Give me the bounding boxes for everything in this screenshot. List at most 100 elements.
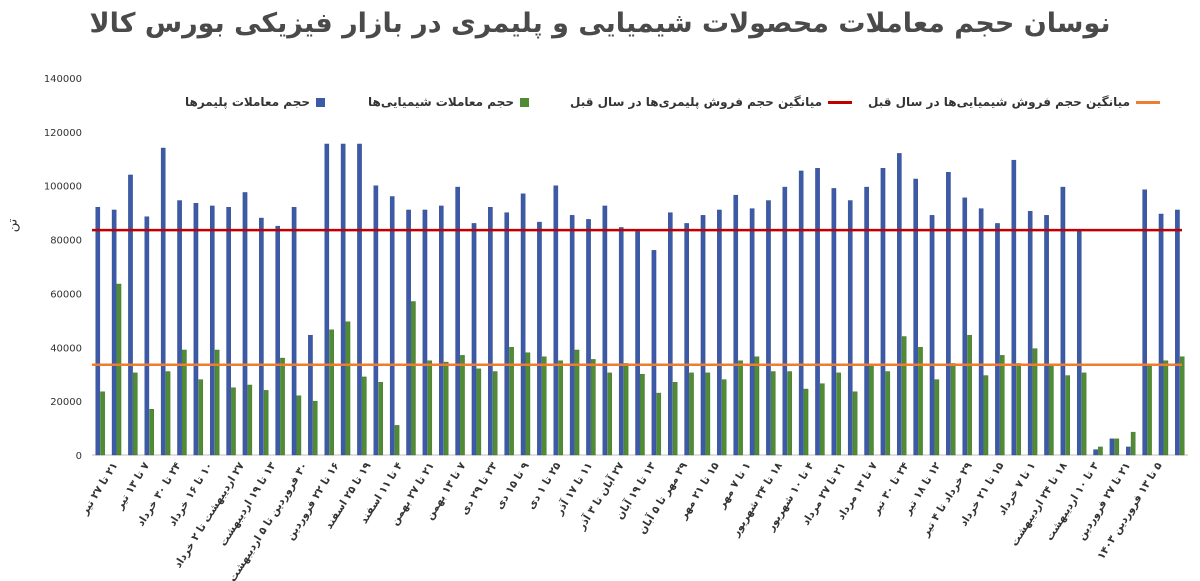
bar-chemical [312,400,318,456]
bar-chemical [574,349,580,456]
bar-chemical [836,372,841,456]
bar-polymer [913,178,918,456]
bar-polymer [978,208,984,456]
bar-polymer [553,185,559,456]
bar-polymer [111,209,117,456]
bar-chemical [558,360,563,456]
y-tick-label: 120000 [44,128,82,139]
bar-chemical [852,391,858,456]
bar-chemical [263,390,269,456]
bar-polymer [144,216,150,456]
y-tick-label: 100000 [44,182,82,193]
y-tick-label: 80000 [50,236,82,247]
bar-polymer [1093,449,1098,456]
bar-chemical [198,379,204,456]
x-tick-label: ۱۸ تا ۲۴ اردیبهشت [1008,460,1070,549]
bar-polymer [324,143,330,456]
bar-chemical [231,387,236,456]
bar-chemical [1016,363,1021,456]
bar-chemical [967,334,972,456]
bar-chemical [999,355,1005,456]
bar-chemical [149,409,154,456]
bar-polymer [602,205,608,456]
bar-chemical [738,360,743,456]
bar-polymer [717,209,722,456]
bar-polymer [782,186,788,456]
bar-polymer [209,205,215,456]
bar-chemical [754,356,760,456]
bar-chemical [1130,431,1136,456]
bar-polymer [815,168,820,456]
bar-polymer [962,197,968,456]
bar-chemical [1163,360,1169,456]
bar-chemical [247,384,253,456]
y-tick-label: 0 [76,451,82,462]
bar-chemical [770,371,776,456]
bar-chemical [525,352,531,456]
bar-chemical [689,372,694,456]
bar-chemical [1147,365,1152,456]
bar-polymer [193,203,199,456]
legend-polymer-avg-label: میانگین حجم فروش پلیمری‌ها در سال قبل [570,95,823,109]
legend-polymer-swatch [316,97,326,107]
bar-polymer [455,186,460,456]
bar-polymer [128,174,133,456]
bar-chemical [950,363,956,456]
bar-polymer [1044,215,1049,456]
bar-chemical [885,371,891,456]
bar-chemical [983,375,989,456]
bar-chemical [820,383,825,456]
bar-polymer [488,207,493,456]
bar-chemical [280,357,285,456]
bar-polymer [504,212,510,456]
legend-chemical-avg-label: میانگین حجم فروش شیمیایی‌ها در سال قبل [868,95,1131,109]
bar-polymer [1175,209,1180,456]
legend-chemical-avg-swatch [1136,100,1161,104]
bar-chemical [623,363,629,456]
x-tick-label: ۲۱ تا ۲۷ تیر [78,460,120,517]
legend-chemical-label: حجم معاملات شیمیایی‌ها [368,95,514,109]
bar-polymer [831,188,837,456]
bar-polymer [291,207,297,456]
bar-chemical [541,356,547,456]
bar-polymer [897,153,902,456]
bar-polymer [1109,438,1115,456]
bar-polymer [651,250,657,456]
legend-chemical-avg: میانگین حجم فروش شیمیایی‌ها در سال قبل [868,95,1161,109]
bar-polymer [847,200,853,456]
bar-polymer [749,208,755,456]
bar-polymer [1060,186,1066,456]
bar-polymer [242,192,248,456]
bar-polymer [864,186,869,456]
legend-chemical: حجم معاملات شیمیایی‌ها [368,95,529,109]
bar-polymer [1126,446,1131,456]
bar-polymer [798,170,804,456]
bar-chemical [100,391,105,456]
bar-polymer [733,194,739,456]
bar-chemical [116,283,122,456]
bar-polymer [1142,189,1148,456]
bar-polymer [406,209,411,456]
bar-chemical [672,382,678,456]
bar-polymer [340,143,346,456]
bar-polymer [422,209,428,456]
bar-polymer [389,196,395,456]
x-tick-label: ۵ تا ۱۳ فروردین ۱۴۰۳ [1095,460,1165,562]
bar-chemical [476,368,482,456]
bar-chemical [591,359,596,456]
bar-polymer [684,223,689,456]
bar-chemical [918,347,923,456]
bar-chemical [1114,438,1120,456]
bar-polymer [439,205,444,456]
bar-polymer [618,227,624,456]
bar-polymer [995,223,1000,456]
bar-polymer [357,143,362,456]
bar-chemical [427,360,433,456]
bar-polymer [668,212,673,456]
y-tick-label: 20000 [50,397,82,408]
bar-polymer [177,200,182,456]
bar-polymer [569,215,575,456]
bar-chemical [132,372,138,456]
legend-polymer: حجم معاملات پلیمرها [185,95,326,109]
